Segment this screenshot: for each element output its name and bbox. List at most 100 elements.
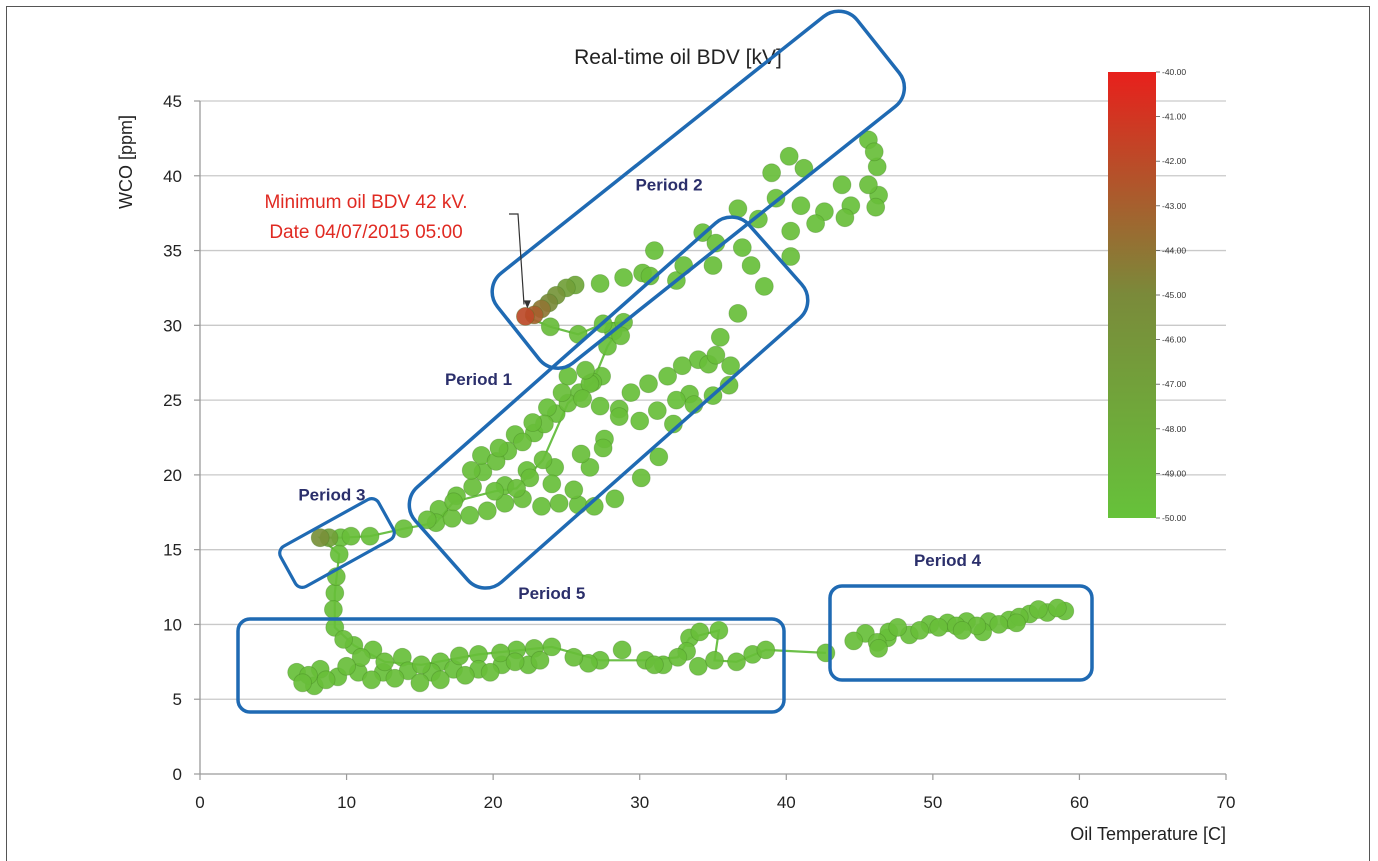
data-point <box>835 208 855 228</box>
data-point <box>690 622 710 642</box>
data-point <box>491 643 510 663</box>
data-point <box>989 615 1009 634</box>
colorbar-tick-label: -41.00 <box>1162 112 1186 122</box>
data-point <box>442 508 462 528</box>
data-point <box>489 438 509 458</box>
colorbar-tick-label: -48.00 <box>1162 424 1186 434</box>
data-point <box>532 496 551 516</box>
x-tick-label: 30 <box>630 793 649 812</box>
data-point <box>732 238 752 258</box>
period-label: Period 5 <box>518 584 585 603</box>
data-point <box>411 655 431 675</box>
data-point <box>658 366 677 386</box>
data-point <box>741 256 761 275</box>
data-point <box>667 390 686 410</box>
data-point <box>866 197 886 217</box>
axes <box>194 100 1227 780</box>
data-point <box>791 196 811 216</box>
data-point <box>631 468 651 488</box>
data-point <box>719 375 739 395</box>
data-point <box>564 647 584 667</box>
data-point <box>910 621 930 640</box>
data-point <box>1007 613 1026 633</box>
data-point <box>477 501 497 521</box>
data-point <box>455 665 475 685</box>
data-point <box>672 356 692 376</box>
data-point <box>360 526 380 546</box>
data-point <box>705 650 724 670</box>
data-point <box>576 360 595 380</box>
data-point <box>859 175 878 195</box>
data-point <box>580 457 600 477</box>
data-point <box>749 209 768 229</box>
data-point <box>337 656 357 676</box>
data-point <box>869 639 888 658</box>
period-label: Period 4 <box>914 551 982 570</box>
data-point <box>640 266 660 286</box>
chart-title: Real-time oil BDV [kV] <box>574 46 782 69</box>
data-point <box>630 411 650 431</box>
data-point <box>952 621 972 640</box>
data-point <box>844 631 864 651</box>
data-point <box>754 276 774 296</box>
y-tick-label: 30 <box>163 316 182 335</box>
data-point <box>325 583 345 603</box>
x-tick-label: 70 <box>1217 793 1236 812</box>
data-point <box>1029 600 1048 619</box>
y-tick-label: 35 <box>163 242 182 261</box>
y-tick-label: 15 <box>163 541 182 560</box>
x-axis-label: Oil Temperature [C] <box>1070 824 1226 844</box>
data-point <box>762 163 781 183</box>
data-point <box>513 432 532 452</box>
colorbar-tick-label: -42.00 <box>1162 156 1186 166</box>
data-point <box>781 221 801 241</box>
data-point <box>639 374 658 394</box>
data-point <box>605 489 625 509</box>
data-point <box>609 407 629 427</box>
data-point <box>703 256 723 275</box>
data-point <box>888 618 908 637</box>
data-point <box>710 327 730 347</box>
data-point <box>542 474 562 494</box>
annotation-line-2: Date 04/07/2015 05:00 <box>269 222 462 243</box>
data-point <box>779 146 799 166</box>
data-point <box>417 510 437 530</box>
data-point <box>310 528 330 548</box>
data-point <box>806 214 825 234</box>
data-point <box>461 460 481 480</box>
x-tick-label: 60 <box>1070 793 1089 812</box>
data-point <box>463 477 483 497</box>
data-point <box>375 652 395 672</box>
data-point <box>832 175 852 195</box>
chart-frame <box>6 6 1370 861</box>
data-point <box>612 640 632 660</box>
data-point <box>649 447 669 467</box>
data-point <box>351 647 371 667</box>
data-point <box>323 600 343 619</box>
data-point <box>394 519 414 539</box>
colorbar-tick-label: -40.00 <box>1162 67 1186 77</box>
data-point <box>552 383 572 403</box>
period-label: Period 2 <box>635 176 702 195</box>
data-point <box>721 356 740 376</box>
data-point <box>709 621 729 640</box>
y-tick-label: 10 <box>163 615 182 634</box>
data-point <box>540 317 560 337</box>
period-4-box <box>828 584 1094 682</box>
data-point <box>864 142 884 162</box>
y-tick-label: 5 <box>173 690 182 709</box>
data-point <box>816 643 836 663</box>
data-point <box>341 526 361 546</box>
data-point <box>756 640 776 660</box>
data-point <box>485 481 505 501</box>
data-point <box>449 646 469 666</box>
data-point <box>293 673 313 693</box>
data-point <box>410 673 430 693</box>
colorbar-tick-label: -47.00 <box>1162 379 1186 389</box>
annotation-leader <box>509 213 525 305</box>
x-tick-label: 0 <box>195 793 204 812</box>
colorbar-tick-label: -50.00 <box>1162 513 1186 523</box>
data-point <box>444 492 464 512</box>
x-tick-label: 40 <box>777 793 796 812</box>
period-1-box <box>407 215 810 590</box>
